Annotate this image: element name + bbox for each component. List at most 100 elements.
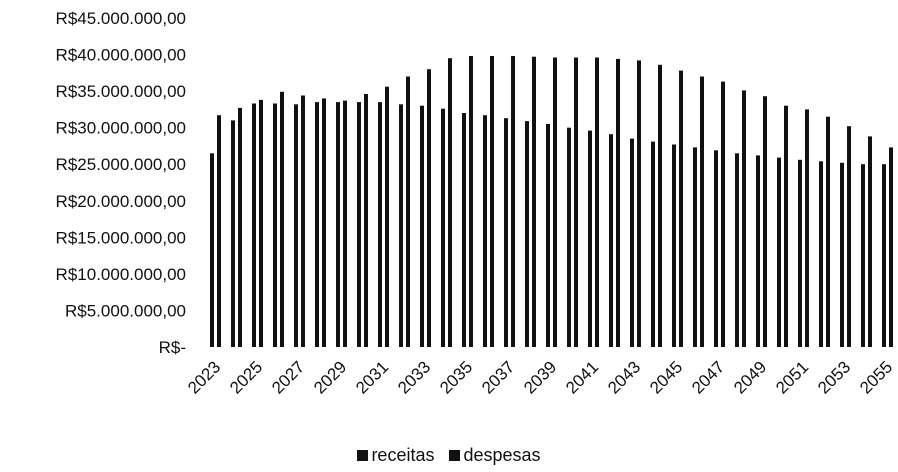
bar-receitas-2032 xyxy=(399,104,403,347)
bar-despesas-2055 xyxy=(889,147,893,347)
bar-despesas-2046 xyxy=(700,76,704,347)
bar-despesas-2034 xyxy=(448,58,452,347)
legend: receitas despesas xyxy=(0,445,898,466)
x-tick-label: 2043 xyxy=(604,357,644,397)
bar-despesas-2038 xyxy=(532,56,536,347)
bar-despesas-2040 xyxy=(574,57,578,347)
x-tick-label: 2037 xyxy=(478,357,518,397)
legend-label-despesas: despesas xyxy=(463,445,541,465)
bar-receitas-2046 xyxy=(693,147,697,347)
bar-despesas-2048 xyxy=(742,90,746,348)
bar-receitas-2024 xyxy=(231,120,235,348)
bar-despesas-2049 xyxy=(763,96,767,347)
x-tick-label: 2033 xyxy=(394,357,434,397)
bar-receitas-2043 xyxy=(630,138,634,347)
x-tick-label: 2023 xyxy=(184,357,224,397)
bar-despesas-2030 xyxy=(364,94,368,347)
bar-receitas-2029 xyxy=(336,102,340,347)
y-tick-label: R$25.000.000,00 xyxy=(56,155,186,174)
legend-label-receitas: receitas xyxy=(371,445,435,465)
bar-despesas-2041 xyxy=(595,57,599,347)
legend-swatch-despesas xyxy=(449,450,461,461)
bar-despesas-2051 xyxy=(805,109,809,348)
x-tick-label: 2055 xyxy=(856,357,896,397)
x-axis: 2023 2025 2027 2029 2031 2033 2035 2037 2039 2041… xyxy=(184,357,896,397)
bar-receitas-2031 xyxy=(378,102,382,347)
bar-despesas-2032 xyxy=(406,76,410,347)
legend-item-receitas: receitas xyxy=(357,445,434,466)
bar-receitas-2033 xyxy=(420,105,424,347)
bar-despesas-2031 xyxy=(385,86,389,347)
y-tick-label: R$15.000.000,00 xyxy=(56,228,186,247)
bar-receitas-2047 xyxy=(714,150,718,347)
bar-despesas-2027 xyxy=(301,95,305,347)
bar-receitas-2030 xyxy=(357,102,361,347)
legend-item-despesas: despesas xyxy=(449,445,541,466)
legend-swatch-receitas xyxy=(357,450,369,461)
bar-receitas-2037 xyxy=(504,118,508,347)
bar-despesas-2044 xyxy=(658,64,662,348)
y-tick-label: R$5.000.000,00 xyxy=(65,301,186,320)
bar-receitas-2027 xyxy=(294,104,298,347)
bar-receitas-2045 xyxy=(672,144,676,347)
bar-receitas-2026 xyxy=(273,103,277,347)
x-tick-label: 2047 xyxy=(688,357,728,397)
bar-despesas-2050 xyxy=(784,105,788,347)
bar-despesas-2052 xyxy=(826,116,830,347)
x-tick-label: 2035 xyxy=(436,357,476,397)
bar-receitas-2034 xyxy=(441,108,445,347)
bar-despesas-2026 xyxy=(280,91,284,347)
bar-receitas-2035 xyxy=(462,113,466,347)
bar-despesas-2036 xyxy=(490,56,494,347)
bar-receitas-2053 xyxy=(840,162,844,347)
bar-despesas-2054 xyxy=(868,136,872,347)
x-tick-label: 2051 xyxy=(772,357,812,397)
y-tick-label: R$40.000.000,00 xyxy=(56,46,186,65)
x-tick-label: 2027 xyxy=(268,357,308,397)
y-tick-label: R$45.000.000,00 xyxy=(56,9,186,28)
bar-receitas-2044 xyxy=(651,141,655,347)
bar-receitas-2051 xyxy=(798,159,802,347)
bar-receitas-2040 xyxy=(567,127,571,347)
bar-receitas-2023 xyxy=(210,153,214,347)
bar-despesas-2023 xyxy=(217,115,221,347)
x-tick-label: 2025 xyxy=(226,357,266,397)
bar-receitas-2055 xyxy=(882,164,886,347)
y-tick-label: R$10.000.000,00 xyxy=(56,265,186,284)
bar-receitas-2042 xyxy=(609,134,613,347)
bar-receitas-2049 xyxy=(756,155,760,347)
x-tick-label: 2039 xyxy=(520,357,560,397)
y-tick-label: R$- xyxy=(159,338,186,357)
bar-despesas-2043 xyxy=(637,60,641,348)
y-tick-label: R$20.000.000,00 xyxy=(56,192,186,211)
bar-chart: R$- R$5.000.000,00 R$10.000.000,00 R$15.000… xyxy=(56,9,897,398)
bar-receitas-2036 xyxy=(483,115,487,347)
bar-despesas-2047 xyxy=(721,81,725,347)
x-tick-label: 2045 xyxy=(646,357,686,397)
bar-despesas-2053 xyxy=(847,126,851,347)
bar-receitas-2054 xyxy=(861,164,865,347)
bar-receitas-2038 xyxy=(525,121,529,347)
bar-despesas-2033 xyxy=(427,69,431,347)
bar-receitas-2050 xyxy=(777,157,781,347)
bar-receitas-2052 xyxy=(819,161,823,347)
bar-despesas-2035 xyxy=(469,56,473,347)
bar-despesas-2025 xyxy=(259,99,263,348)
bar-despesas-2039 xyxy=(553,57,557,347)
x-tick-label: 2053 xyxy=(814,357,854,397)
bar-despesas-2024 xyxy=(238,107,242,348)
y-tick-label: R$35.000.000,00 xyxy=(56,82,186,101)
x-tick-label: 2049 xyxy=(730,357,770,397)
x-tick-label: 2041 xyxy=(562,357,602,397)
bar-receitas-2039 xyxy=(546,124,550,347)
bars xyxy=(210,56,893,348)
bar-despesas-2037 xyxy=(511,56,515,347)
bar-receitas-2025 xyxy=(252,103,256,347)
bar-receitas-2048 xyxy=(735,153,739,347)
x-tick-label: 2029 xyxy=(310,357,350,397)
bar-receitas-2028 xyxy=(315,102,319,347)
x-tick-label: 2031 xyxy=(352,357,392,397)
bar-despesas-2028 xyxy=(322,98,326,348)
bar-receitas-2041 xyxy=(588,130,592,347)
bar-despesas-2045 xyxy=(679,70,683,347)
